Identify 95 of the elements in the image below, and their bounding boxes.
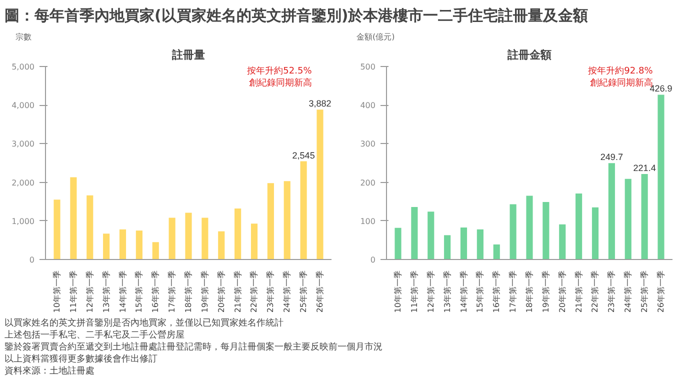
x-tick-label: 14年第一季 — [459, 270, 468, 313]
x-tick-label: 24年第一季 — [624, 270, 633, 313]
text: 以買家姓名的英文拼音鑒別是否內地買家，並僅以已知買家姓名作統計 — [4, 318, 284, 328]
x-tick-label: 10年第一季 — [52, 270, 62, 313]
y-tick-label: 0 — [29, 256, 35, 264]
bar — [476, 229, 484, 260]
bar — [592, 207, 599, 260]
x-tick-label: 23年第一季 — [607, 270, 616, 313]
x-tick-label: 10年第一季 — [394, 270, 403, 313]
x-tick-label: 18年第一季 — [184, 270, 193, 313]
bar — [284, 181, 290, 260]
bar — [218, 231, 225, 260]
bar — [234, 208, 242, 260]
text: 221.4 — [633, 163, 656, 174]
bar — [119, 229, 126, 260]
x-tick-label: 18年第一季 — [525, 270, 534, 313]
bar — [641, 174, 648, 260]
x-tick-label: 13年第一季 — [102, 270, 111, 313]
x-tick-label: 21年第一季 — [574, 270, 584, 313]
x-tick-label: 14年第一季 — [118, 270, 128, 313]
x-tick-label: 17年第一季 — [508, 270, 518, 313]
bar — [168, 218, 176, 260]
x-tick-label: 19年第一季 — [541, 270, 550, 313]
text: 圖：每年首季內地買家(以買家姓名的英文拼音鑒別)於本港樓市一二手住宅註冊量及金額 — [4, 6, 588, 24]
y-tick-label: 100 — [360, 216, 376, 226]
y-tick-label: 300 — [360, 140, 376, 149]
bar — [152, 242, 159, 260]
text: 上述包括一手私宅、二手私宅及二手公營房屋 — [4, 330, 184, 340]
y-tick-label: 500 — [360, 62, 376, 72]
bar — [103, 234, 110, 260]
x-tick-label: 16年第一季 — [151, 270, 160, 313]
y-tick-label: 4,000 — [12, 101, 35, 110]
x-tick-label: 20年第一季 — [558, 270, 567, 313]
bar — [267, 183, 274, 260]
bar — [624, 178, 632, 260]
bar — [658, 94, 664, 260]
x-tick-label: 22年第一季 — [590, 270, 600, 313]
bar — [428, 212, 434, 260]
x-tick-label: 13年第一季 — [442, 270, 452, 313]
bar — [136, 230, 142, 260]
x-tick-label: 19年第一季 — [200, 270, 210, 313]
y-tick-label: 2,000 — [12, 178, 35, 188]
bar — [411, 207, 418, 260]
text: 426.9 — [650, 84, 672, 94]
x-tick-label: 22年第一季 — [250, 270, 259, 313]
bar — [559, 224, 566, 260]
text: 以上資料當獲得更多數據後會作出修訂 — [4, 354, 158, 364]
x-tick-label: 26年第一季 — [315, 270, 324, 313]
y-tick-label: 1,000 — [12, 216, 35, 226]
chart-title: 註冊金額 — [506, 48, 552, 62]
bar — [576, 193, 582, 260]
x-tick-label: 23年第一季 — [266, 270, 276, 313]
x-tick-label: 12年第一季 — [426, 270, 436, 313]
y-tick-label: 400 — [360, 101, 376, 110]
bar — [542, 202, 550, 260]
y-axis-title: 金額(億元) — [356, 32, 395, 42]
y-tick-label: 3,000 — [12, 140, 35, 149]
bar — [510, 204, 516, 260]
chart-title: 註冊量 — [171, 48, 205, 62]
text: 2,545 — [292, 150, 315, 160]
bar — [608, 163, 615, 260]
bar — [526, 196, 533, 260]
bar — [70, 177, 77, 260]
bar — [54, 200, 60, 260]
text: 3,882 — [308, 98, 332, 109]
x-tick-label: 16年第一季 — [492, 270, 502, 313]
bar — [460, 227, 468, 260]
source-note: 資料來源：土地註冊處 — [4, 366, 94, 376]
text: 鑒於簽署買賣合約至遞交到土地註冊處註冊登記需時，每月註冊個案一般主要反映前一個月市況 — [4, 342, 382, 352]
x-tick-label: 26年第一季 — [656, 270, 666, 313]
bar — [493, 244, 500, 260]
x-tick-label: 15年第一季 — [134, 270, 144, 313]
bar — [86, 195, 94, 260]
bar — [300, 161, 307, 260]
x-tick-label: 11年第一季 — [410, 270, 419, 313]
bar — [250, 224, 258, 260]
x-tick-label: 25年第一季 — [299, 270, 308, 313]
x-tick-label: 25年第一季 — [640, 270, 650, 313]
y-tick-label: 200 — [360, 178, 376, 188]
x-tick-label: 17年第一季 — [168, 270, 177, 313]
x-tick-label: 11年第一季 — [68, 270, 78, 313]
bar — [444, 235, 451, 260]
bar — [394, 228, 402, 260]
x-tick-label: 24年第一季 — [282, 270, 292, 313]
bar — [316, 110, 324, 260]
y-tick-label: 0 — [370, 256, 376, 264]
bar — [202, 218, 208, 260]
x-tick-label: 15年第一季 — [476, 270, 485, 313]
x-tick-label: 20年第一季 — [216, 270, 226, 313]
bar — [185, 212, 192, 260]
y-tick-label: 5,000 — [12, 62, 35, 72]
x-tick-label: 12年第一季 — [85, 270, 94, 313]
text: 249.7 — [600, 152, 623, 162]
y-axis-title: 宗數 — [16, 32, 32, 42]
x-tick-label: 21年第一季 — [233, 270, 242, 313]
